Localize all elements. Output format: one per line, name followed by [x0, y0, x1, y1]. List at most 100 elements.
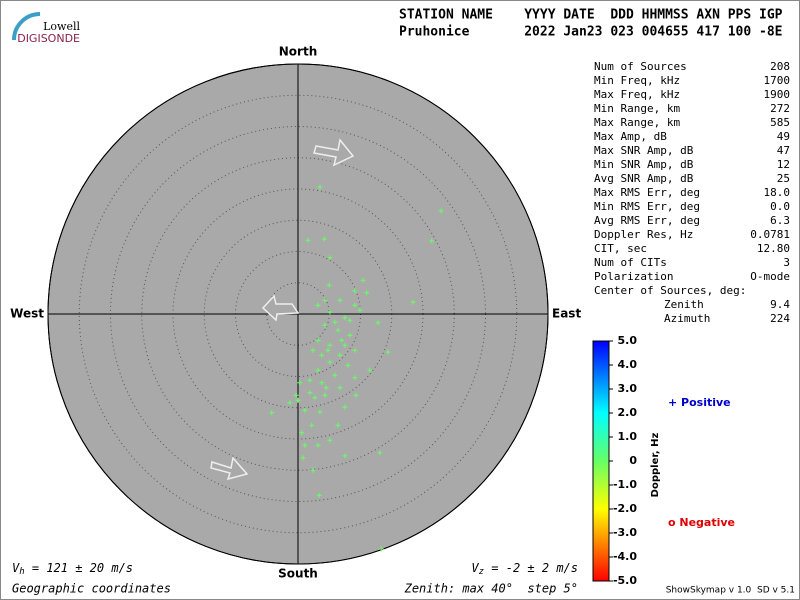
source-point	[367, 367, 373, 373]
source-point	[378, 546, 384, 552]
vz-symbol: V	[471, 561, 479, 575]
source-point	[375, 320, 381, 326]
direction-label: East	[552, 307, 581, 321]
legend-positive: + Positive	[668, 396, 731, 409]
logo-swoosh	[12, 12, 41, 41]
stat-label: Min Freq, kHz	[594, 74, 680, 87]
stat-label: Max Freq, kHz	[594, 88, 680, 101]
colorbar	[592, 340, 610, 582]
stat-value: 272	[770, 102, 790, 115]
source-point	[347, 317, 353, 323]
stat-label: CIT, sec	[594, 242, 647, 255]
stat-label: Min Range, km	[594, 102, 680, 115]
source-point	[299, 430, 305, 436]
vz-text: = -2 ± 2 m/s	[484, 561, 578, 575]
version: ShowSkymap v 1.0 SD v 5.1	[666, 586, 795, 596]
source-point	[317, 184, 323, 190]
source-point	[327, 255, 333, 261]
source-point	[315, 367, 321, 373]
stat-value: 224	[770, 312, 790, 325]
logo-text: DIGISONDE	[17, 32, 80, 45]
source-point	[339, 337, 345, 343]
source-point	[335, 422, 341, 428]
coords: Geographic coordinates	[12, 582, 171, 596]
colorbar-tick-label: 1.0	[618, 430, 638, 443]
source-point	[352, 302, 358, 308]
source-point	[319, 352, 325, 358]
zenith-note: Zenith: max 40° step 5°	[404, 582, 578, 596]
stat-value: 1700	[764, 74, 791, 87]
source-point	[315, 337, 321, 343]
source-point	[357, 307, 363, 313]
source-point	[293, 392, 299, 398]
source-point	[352, 375, 358, 381]
stat-value: 25	[777, 172, 790, 185]
stat-value: 47	[777, 144, 790, 157]
colorbar-tick-label: -2.0	[613, 502, 637, 515]
stat-label: Min SNR Amp, dB	[594, 158, 694, 171]
polar-plot	[47, 63, 549, 565]
colorbar-tick-label: 4.0	[618, 358, 638, 371]
source-point	[327, 359, 333, 365]
stat-value: 49	[777, 130, 790, 143]
stat-value: 6.3	[770, 214, 790, 227]
stat-label: Num of CITs	[594, 256, 667, 269]
stat-value: 1900	[764, 88, 791, 101]
source-point	[310, 467, 316, 473]
stat-value: O-mode	[750, 270, 790, 283]
colorbar-tick-label: 3.0	[618, 382, 638, 395]
stat-value: 9.4	[770, 298, 790, 311]
source-point	[317, 409, 323, 415]
stat-label: Max Amp, dB	[594, 130, 667, 143]
stat-label: Min RMS Err, deg	[594, 200, 700, 213]
direction-label: North	[279, 45, 317, 59]
source-point	[377, 450, 383, 456]
source-point	[327, 437, 333, 443]
vz: Vz = -2 ± 2 m/s	[471, 561, 578, 577]
source-point	[332, 319, 338, 325]
source-point	[337, 297, 343, 303]
stat-value: 208	[770, 60, 790, 73]
stat-value: 12	[777, 158, 790, 171]
source-point	[429, 238, 435, 244]
source-point	[312, 395, 318, 401]
stat-value: 585	[770, 116, 790, 129]
direction-label: South	[278, 567, 318, 581]
source-point	[302, 442, 308, 448]
source-point	[302, 407, 308, 413]
direction-label: West	[10, 307, 44, 321]
source-point	[352, 288, 358, 294]
source-point	[315, 302, 321, 308]
source-point	[347, 332, 353, 338]
stat-label: Num of Sources	[594, 60, 687, 73]
source-point	[352, 347, 358, 353]
header-labels: STATION NAME YYYY DATE DDD HHMMSS AXN PP…	[399, 8, 783, 23]
colorbar-tick-label: -4.0	[613, 550, 637, 563]
source-point	[335, 327, 341, 333]
source-point	[353, 392, 359, 398]
source-point	[323, 385, 329, 391]
source-point	[325, 347, 331, 353]
source-point	[364, 290, 370, 296]
source-point	[269, 410, 275, 416]
colorbar-tick-label: 0	[629, 454, 637, 467]
source-point	[342, 453, 348, 459]
colorbar-tick-label: 5.0	[618, 334, 638, 347]
stat-label: Azimuth	[664, 312, 710, 325]
source-point	[315, 442, 321, 448]
colorbar-tick-label: -5.0	[613, 574, 637, 587]
source-point	[309, 422, 315, 428]
source-point	[316, 492, 322, 498]
source-point	[337, 352, 343, 358]
source-point	[327, 309, 333, 315]
colorbar-tick-label: 2.0	[618, 406, 638, 419]
stat-value: 12.80	[757, 242, 790, 255]
source-point	[297, 380, 303, 386]
source-point	[287, 400, 293, 406]
source-point	[360, 277, 366, 283]
vz-sub: z	[479, 567, 484, 577]
colorbar-tick-label: -1.0	[613, 478, 637, 491]
source-point	[337, 385, 343, 391]
stat-value: 0.0781	[750, 228, 790, 241]
logo-text: Lowell	[43, 20, 80, 33]
